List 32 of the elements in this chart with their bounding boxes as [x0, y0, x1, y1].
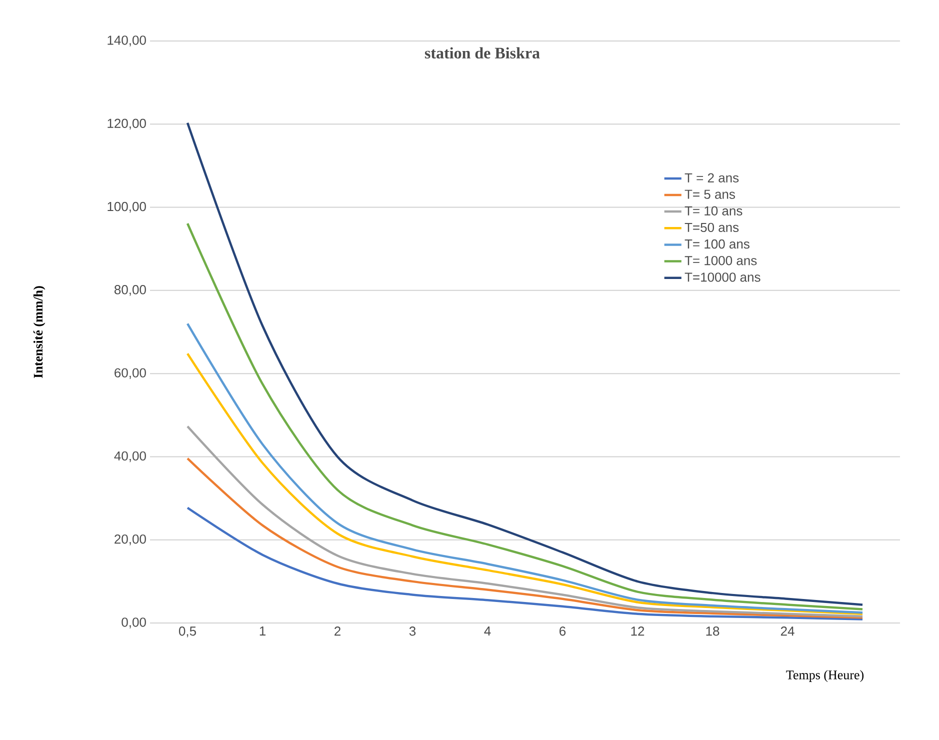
- y-tick-label: 120,00: [108, 118, 146, 130]
- legend-label: T=10000 ans: [684, 272, 760, 282]
- line-series: [186, 506, 864, 620]
- legend-label: T=50 ans: [684, 222, 739, 232]
- x-tick-label: 4: [484, 626, 491, 636]
- x-tick-label: 3: [409, 626, 416, 636]
- y-axis-title: Intensité (mm/h): [33, 286, 46, 378]
- y-tick-label: 0,00: [122, 618, 146, 628]
- legend-label: T = 2 ans: [684, 173, 739, 182]
- x-axis-title: Temps (Heure): [786, 670, 864, 682]
- legend-label: T= 1000 ans: [684, 256, 757, 266]
- y-tick-label: 140,00: [108, 36, 146, 46]
- x-tick-label: 12: [631, 626, 644, 636]
- legend-label: T= 10 ans: [684, 206, 742, 216]
- legend-label: T= 100 ans: [684, 239, 750, 249]
- x-tick-label: 1: [260, 626, 266, 636]
- y-tick-label: 20,00: [114, 534, 146, 546]
- x-tick-label: 24: [780, 626, 794, 636]
- y-tick-label: 80,00: [114, 285, 146, 296]
- y-tick-label: 100,00: [108, 202, 146, 213]
- line-series: [186, 425, 864, 618]
- line-series: [186, 222, 864, 610]
- line-series: [186, 457, 864, 619]
- y-tick-label: 60,00: [114, 368, 146, 379]
- x-tick-label: 2: [334, 626, 340, 636]
- y-tick-label: 40,00: [114, 451, 146, 462]
- x-tick-label: 18: [706, 626, 720, 636]
- x-tick-label: 6: [560, 626, 566, 636]
- line-series: [186, 122, 864, 606]
- legend-label: T= 5 ans: [684, 190, 735, 199]
- x-tick-label: 0,5: [178, 626, 196, 638]
- chart-title: station de Biskra: [424, 47, 540, 59]
